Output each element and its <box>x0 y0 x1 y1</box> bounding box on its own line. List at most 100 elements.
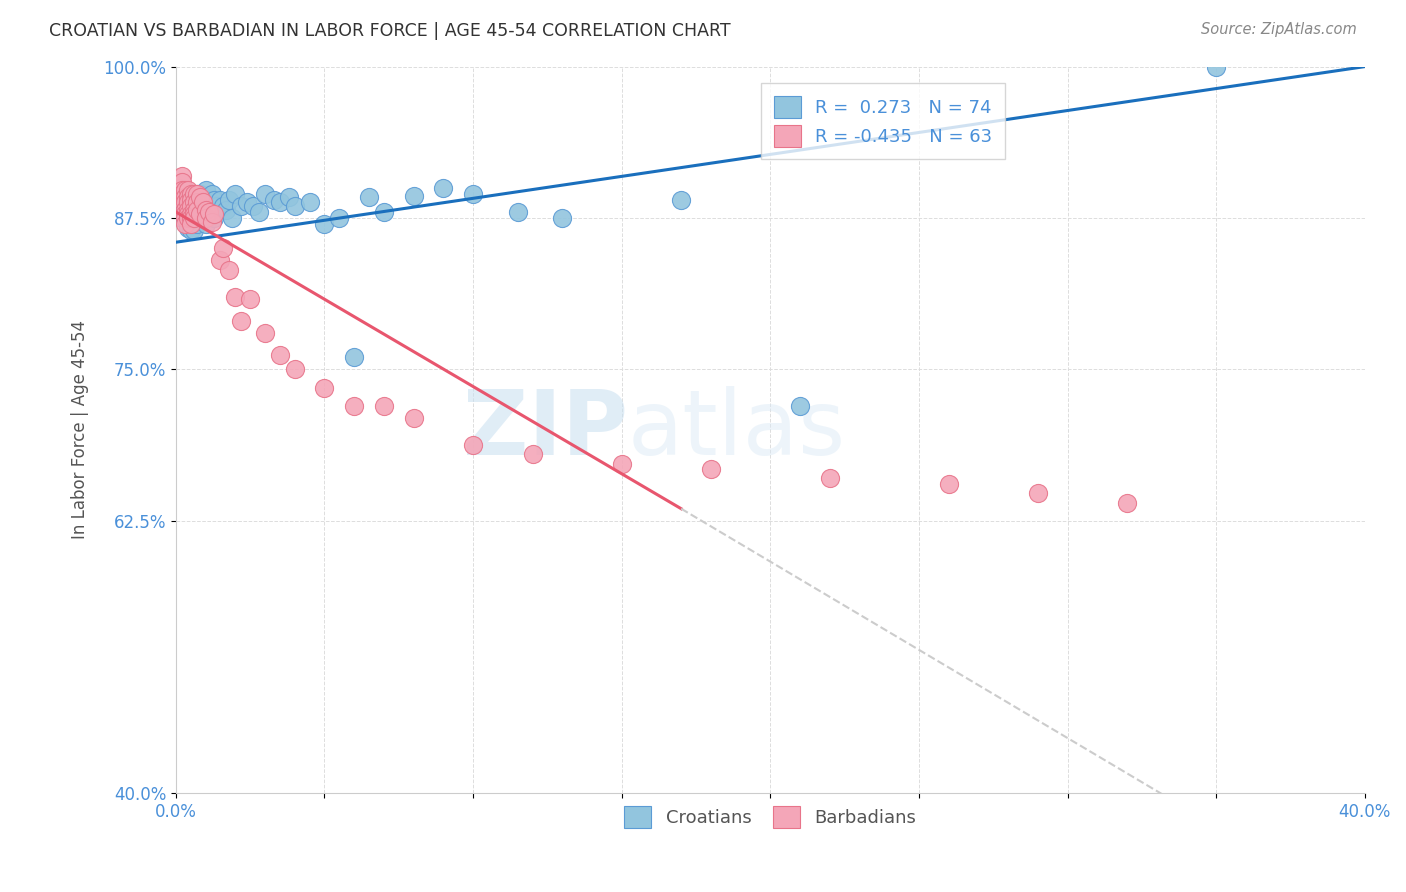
Point <box>700 461 723 475</box>
Point <box>204 211 226 225</box>
Point <box>186 186 208 201</box>
Point <box>173 217 195 231</box>
Point <box>218 193 240 207</box>
Point <box>183 211 205 225</box>
Point <box>186 202 208 217</box>
Point <box>177 199 200 213</box>
Point <box>204 207 226 221</box>
Point <box>173 211 195 225</box>
Point <box>180 186 202 201</box>
Point <box>1205 60 1227 74</box>
Point <box>343 351 366 365</box>
Point <box>277 190 299 204</box>
Point <box>183 195 205 210</box>
Point <box>183 202 205 217</box>
Point <box>186 217 208 231</box>
Point <box>183 202 205 217</box>
Point <box>188 190 211 204</box>
Point <box>231 314 253 328</box>
Point <box>218 263 240 277</box>
Point <box>170 183 193 197</box>
Point <box>170 205 193 219</box>
Point <box>263 193 285 207</box>
Point <box>173 207 195 221</box>
Point <box>1116 496 1139 510</box>
Point <box>191 195 214 210</box>
Point <box>180 211 202 225</box>
Point <box>194 199 217 213</box>
Point <box>180 214 202 228</box>
Point <box>170 193 193 207</box>
Point <box>186 211 208 225</box>
Point <box>221 211 243 225</box>
Legend: Croatians, Barbadians: Croatians, Barbadians <box>617 798 924 835</box>
Point <box>177 207 200 221</box>
Point <box>314 381 336 395</box>
Point <box>215 202 238 217</box>
Point <box>239 292 262 306</box>
Point <box>432 180 454 194</box>
Point <box>610 457 633 471</box>
Point <box>461 437 484 451</box>
Point <box>253 326 276 340</box>
Point <box>167 186 190 201</box>
Point <box>357 190 380 204</box>
Point <box>170 211 193 225</box>
Point <box>284 199 307 213</box>
Point <box>186 195 208 210</box>
Point <box>343 399 366 413</box>
Point <box>180 217 202 231</box>
Point <box>186 207 208 221</box>
Point <box>180 199 202 213</box>
Point <box>373 205 395 219</box>
Point <box>194 183 217 197</box>
Point <box>207 199 229 213</box>
Point <box>191 193 214 207</box>
Point <box>200 214 222 228</box>
Point <box>183 211 205 225</box>
Point <box>402 189 425 203</box>
Y-axis label: In Labor Force | Age 45-54: In Labor Force | Age 45-54 <box>72 320 89 540</box>
Point <box>177 195 200 210</box>
Text: ZIP: ZIP <box>463 386 627 474</box>
Point <box>188 207 211 221</box>
Point <box>242 199 264 213</box>
Point <box>209 193 232 207</box>
Point <box>177 207 200 221</box>
Point <box>177 202 200 217</box>
Point <box>551 211 574 225</box>
Point <box>212 241 235 255</box>
Point <box>818 471 841 485</box>
Point <box>183 186 205 201</box>
Point <box>298 195 321 210</box>
Point <box>183 207 205 221</box>
Point <box>212 199 235 213</box>
Point <box>173 202 195 216</box>
Point <box>180 193 202 207</box>
Text: atlas: atlas <box>627 386 846 474</box>
Point <box>183 186 205 201</box>
Point <box>194 217 217 231</box>
Point <box>180 223 202 237</box>
Point <box>269 348 291 362</box>
Point <box>180 202 202 217</box>
Point <box>180 207 202 221</box>
Point <box>183 217 205 231</box>
Point <box>200 207 222 221</box>
Point <box>236 195 259 210</box>
Point <box>183 223 205 237</box>
Point <box>194 211 217 225</box>
Point <box>669 193 692 207</box>
Point <box>173 205 195 219</box>
Point <box>461 186 484 201</box>
Point <box>186 199 208 213</box>
Point <box>269 195 291 210</box>
Point <box>197 193 219 207</box>
Point <box>197 205 219 219</box>
Point <box>177 211 200 225</box>
Point <box>183 195 205 210</box>
Point <box>191 211 214 225</box>
Point <box>173 202 195 217</box>
Point <box>173 190 195 204</box>
Point <box>402 410 425 425</box>
